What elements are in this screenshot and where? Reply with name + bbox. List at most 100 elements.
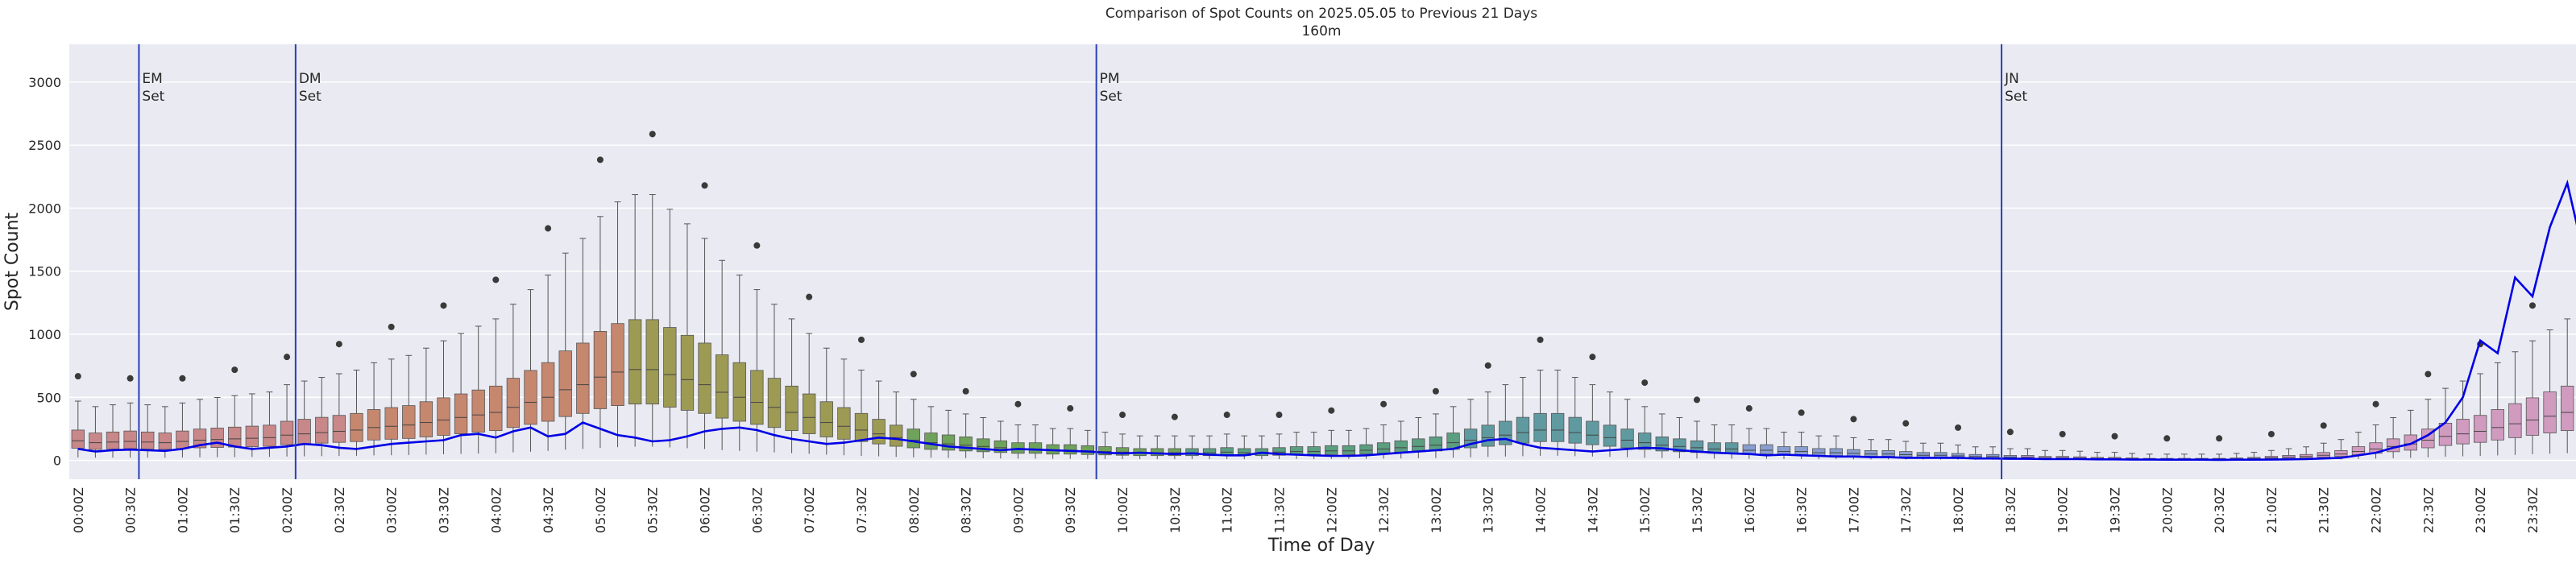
x-tick-label: 22:30Z [2420, 487, 2436, 533]
x-tick-label: 02:30Z [332, 487, 347, 533]
box [141, 431, 155, 449]
chart-subtitle: 160m [1301, 23, 1341, 39]
box [1168, 448, 1182, 457]
box [193, 428, 207, 449]
box [732, 362, 746, 422]
box [350, 412, 363, 442]
box [1550, 412, 1565, 442]
outlier [596, 156, 604, 164]
x-tick-label: 22:00Z [2369, 487, 2384, 533]
x-tick-label: 17:00Z [1846, 487, 1861, 533]
box [1376, 442, 1391, 454]
box [1760, 444, 1773, 455]
box [593, 330, 608, 409]
box [454, 393, 468, 434]
box [628, 319, 642, 405]
box [176, 430, 189, 449]
x-tick-label: 04:00Z [488, 487, 504, 533]
x-tick-label: 14:00Z [1533, 487, 1549, 533]
set-line-sublabel: Set [299, 89, 321, 105]
box [1342, 445, 1356, 455]
set-line-sublabel: Set [142, 89, 164, 105]
y-tick-label: 500 [36, 390, 61, 405]
box [245, 425, 259, 447]
x-tick-label: 05:00Z [593, 487, 608, 533]
outlier [2528, 302, 2536, 309]
box-layer [71, 130, 2574, 461]
box [576, 342, 590, 414]
box [2317, 452, 2330, 458]
x-tick-label: 05:30Z [645, 487, 661, 533]
box [1115, 447, 1130, 456]
box [1394, 440, 1408, 453]
x-tick-label: 12:30Z [1376, 487, 1392, 533]
set-line-label: JN [2004, 71, 2019, 87]
x-tick-label: 16:30Z [1794, 487, 1810, 533]
plot-background [69, 44, 2576, 479]
y-tick-label: 1500 [28, 264, 61, 279]
x-tick-label: 07:00Z [802, 487, 817, 533]
box [767, 378, 782, 428]
x-tick-label: 03:00Z [384, 487, 400, 533]
outlier [2372, 400, 2379, 408]
outlier [2425, 371, 2432, 378]
box [1185, 448, 1199, 457]
box [1586, 420, 1599, 445]
box [941, 434, 956, 451]
outlier [1067, 405, 1074, 412]
set-lines: EM Set DM Set PM Set JN Set [138, 44, 2027, 479]
box [715, 354, 729, 419]
x-axis: 00:00Z 00:30Z 01:00Z 01:30Z 02:00Z 02:30Z 03:0… [71, 487, 2541, 533]
x-tick-label: 20:30Z [2212, 487, 2227, 533]
outlier [2111, 433, 2118, 440]
box [1220, 447, 1234, 456]
box [558, 350, 572, 417]
x-tick-label: 07:30Z [854, 487, 869, 533]
set-line-sublabel: Set [2005, 89, 2027, 105]
x-tick-label: 00:00Z [71, 487, 86, 533]
outlier [127, 375, 134, 382]
outlier [1693, 396, 1700, 404]
box [1081, 445, 1095, 455]
box [1412, 438, 1425, 453]
outlier [962, 387, 969, 395]
box [906, 428, 920, 449]
box [924, 433, 938, 450]
outlier [1798, 409, 1805, 416]
x-tick-label: 23:00Z [2473, 487, 2488, 533]
box [263, 424, 276, 447]
outlier [2163, 435, 2171, 442]
box [1272, 447, 1286, 456]
box [750, 370, 764, 425]
outlier [74, 373, 81, 380]
box [419, 401, 433, 437]
box [228, 426, 242, 448]
box [437, 397, 450, 436]
box [384, 407, 398, 440]
outlier [2216, 435, 2223, 442]
box [1847, 449, 1860, 457]
outlier [2006, 428, 2014, 436]
x-tick-label: 19:00Z [2055, 487, 2071, 533]
x-tick-label: 06:30Z [749, 487, 765, 533]
x-tick-label: 18:30Z [2003, 487, 2018, 533]
outlier [335, 341, 342, 348]
box [123, 430, 137, 449]
outlier [2320, 422, 2327, 429]
outlier [1014, 400, 1022, 408]
x-tick-label: 19:30Z [2107, 487, 2122, 533]
x-axis-label: Time of Day [1267, 536, 1375, 556]
box [315, 416, 329, 444]
box [1794, 446, 1808, 456]
set-line-label: EM [142, 71, 162, 87]
outlier [1171, 413, 1178, 420]
box [854, 412, 869, 442]
box [524, 370, 537, 425]
box [1307, 446, 1321, 456]
box [1064, 444, 1077, 455]
box [1325, 445, 1338, 455]
box [1533, 412, 1547, 442]
box [471, 389, 485, 433]
x-tick-label: 21:30Z [2317, 487, 2332, 533]
x-tick-label: 01:30Z [227, 487, 243, 533]
